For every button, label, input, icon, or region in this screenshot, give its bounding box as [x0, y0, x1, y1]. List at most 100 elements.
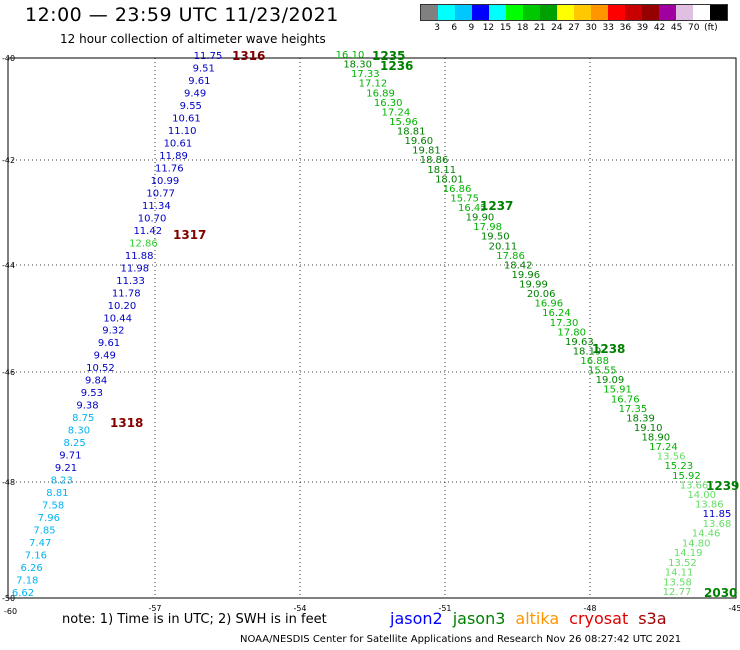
swh-value: 9.32: [102, 326, 124, 337]
swh-value: 10.20: [108, 301, 137, 312]
swh-value: 13.56: [657, 452, 686, 463]
swh-value: 9.55: [180, 101, 202, 112]
swh-value: 16.24: [542, 308, 571, 319]
lat-label: -50: [2, 594, 15, 603]
page-subtitle: 12 hour collection of altimeter wave hei…: [60, 32, 326, 46]
swh-value: 14.11: [665, 568, 694, 579]
swh-value: 7.96: [38, 513, 60, 524]
swh-value: 11.76: [155, 163, 184, 174]
page-title: 12:00 — 23:59 UTC 11/23/2021: [25, 4, 339, 26]
swh-value: 19.99: [519, 280, 548, 291]
lon-label: -54: [293, 604, 306, 613]
swh-value: 10.70: [138, 213, 167, 224]
swh-value: 10.52: [86, 363, 115, 374]
swh-value: 7.16: [25, 551, 47, 562]
swh-value: 11.34: [142, 201, 171, 212]
swh-value: 7.58: [42, 501, 64, 512]
legend-tick-label: 6: [451, 23, 458, 33]
pass-number: 1239: [706, 479, 739, 493]
swh-value: 11.78: [112, 288, 141, 299]
swh-value: 9.38: [76, 401, 98, 412]
legend-swatch: [659, 5, 676, 20]
wave-height-legend: 3 6 9 12 15 18 21 24 27 30 33 36 39 42 45 70 (ft): [420, 4, 728, 40]
swh-value: 8.81: [46, 488, 68, 499]
swh-value: 14.00: [687, 490, 716, 501]
swh-value: 16.96: [534, 299, 563, 310]
swh-value: 10.61: [172, 113, 201, 124]
lat-label: -48: [2, 478, 15, 487]
swh-value: 9.71: [59, 451, 81, 462]
swh-value: 16.89: [366, 88, 395, 99]
pass-number: 1237: [480, 199, 513, 213]
legend-tick-labels: 3 6 9 12 15 18 21 24 27 30 33 36 39 42 45 70 (ft): [420, 21, 728, 35]
swh-value: 14.19: [674, 548, 703, 559]
legend-tick-label: 30: [585, 23, 597, 33]
legend-tick-label: (ft): [704, 23, 718, 33]
satellite-label-altika: altika: [515, 609, 560, 628]
legend-tick-label: 36: [619, 23, 632, 33]
legend-swatch: [421, 5, 438, 20]
swh-value: 15.92: [672, 471, 701, 482]
footnote: note: 1) Time is in UTC; 2) SWH is in fe…: [62, 612, 327, 627]
swh-value: 7.18: [16, 576, 38, 587]
swh-value: 16.10: [336, 50, 365, 61]
swh-value: 11.33: [116, 276, 145, 287]
swh-value: 11.10: [168, 126, 197, 137]
pass-number: 1236: [380, 59, 413, 73]
legend-swatch: [506, 5, 523, 20]
swh-value: 9.51: [193, 63, 215, 74]
legend-swatch: [591, 5, 608, 20]
swh-value: 15.91: [603, 385, 632, 396]
swh-value: 19.90: [466, 213, 495, 224]
legend-tick-label: 33: [602, 23, 614, 33]
swh-value: 9.61: [98, 338, 120, 349]
swh-value: 10.99: [151, 176, 180, 187]
swh-value: 18.19: [573, 346, 602, 357]
legend-tick-label: 42: [653, 23, 666, 33]
lat-label: -42: [2, 156, 15, 165]
swh-value: 6.26: [20, 563, 42, 574]
legend-swatch: [472, 5, 489, 20]
legend-tick-label: 15: [499, 23, 512, 33]
credit-line: NOAA/NESDIS Center for Satellite Applica…: [240, 634, 682, 645]
satellite-legend: jason2 jason3 altika cryosat s3a: [390, 609, 677, 628]
legend-tick-label: 21: [534, 23, 546, 33]
lon-label: -57: [148, 604, 161, 613]
swh-value: 13.66: [680, 480, 709, 491]
swh-value: 6.62: [12, 588, 34, 599]
swh-value: 17.98: [473, 222, 502, 233]
map-frame: [7, 57, 737, 599]
legend-tick-label: 18: [516, 23, 529, 33]
swh-value: 18.11: [427, 165, 456, 176]
lat-label: -44: [2, 261, 15, 270]
legend-tick-label: 9: [468, 23, 475, 33]
swh-value: 16.88: [580, 356, 609, 367]
swh-value: 7.47: [29, 538, 51, 549]
swh-value: 17.35: [619, 404, 648, 415]
swh-value: 17.86: [496, 251, 525, 262]
swh-value: 9.84: [85, 376, 107, 387]
legend-tick-label: 24: [551, 23, 563, 33]
swh-value: 9.49: [184, 88, 206, 99]
swh-value: 7.85: [33, 526, 55, 537]
legend-swatch: [676, 5, 693, 20]
swh-value: 13.68: [703, 519, 732, 530]
pass-number: 1317: [173, 228, 206, 242]
swh-value: 15.75: [450, 193, 479, 204]
swh-value: 10.61: [164, 138, 193, 149]
legend-swatch: [455, 5, 472, 20]
swh-value: 16.86: [443, 184, 472, 195]
swh-value: 20.06: [527, 289, 556, 300]
swh-value: 18.81: [397, 127, 426, 138]
pass-number: 1238: [592, 342, 625, 356]
legend-swatch: [489, 5, 506, 20]
satellite-label-s3a: s3a: [638, 609, 667, 628]
lon-label: -48: [583, 604, 596, 613]
swh-value: 15.23: [664, 461, 693, 472]
satellite-label-cryosat: cryosat: [569, 609, 629, 628]
pass-number: 2030: [704, 586, 737, 600]
swh-value: 17.12: [359, 79, 388, 90]
lon-label: -45: [728, 604, 740, 613]
swh-value: 19.60: [404, 136, 433, 147]
satellite-label-jason3: jason3: [452, 609, 506, 628]
